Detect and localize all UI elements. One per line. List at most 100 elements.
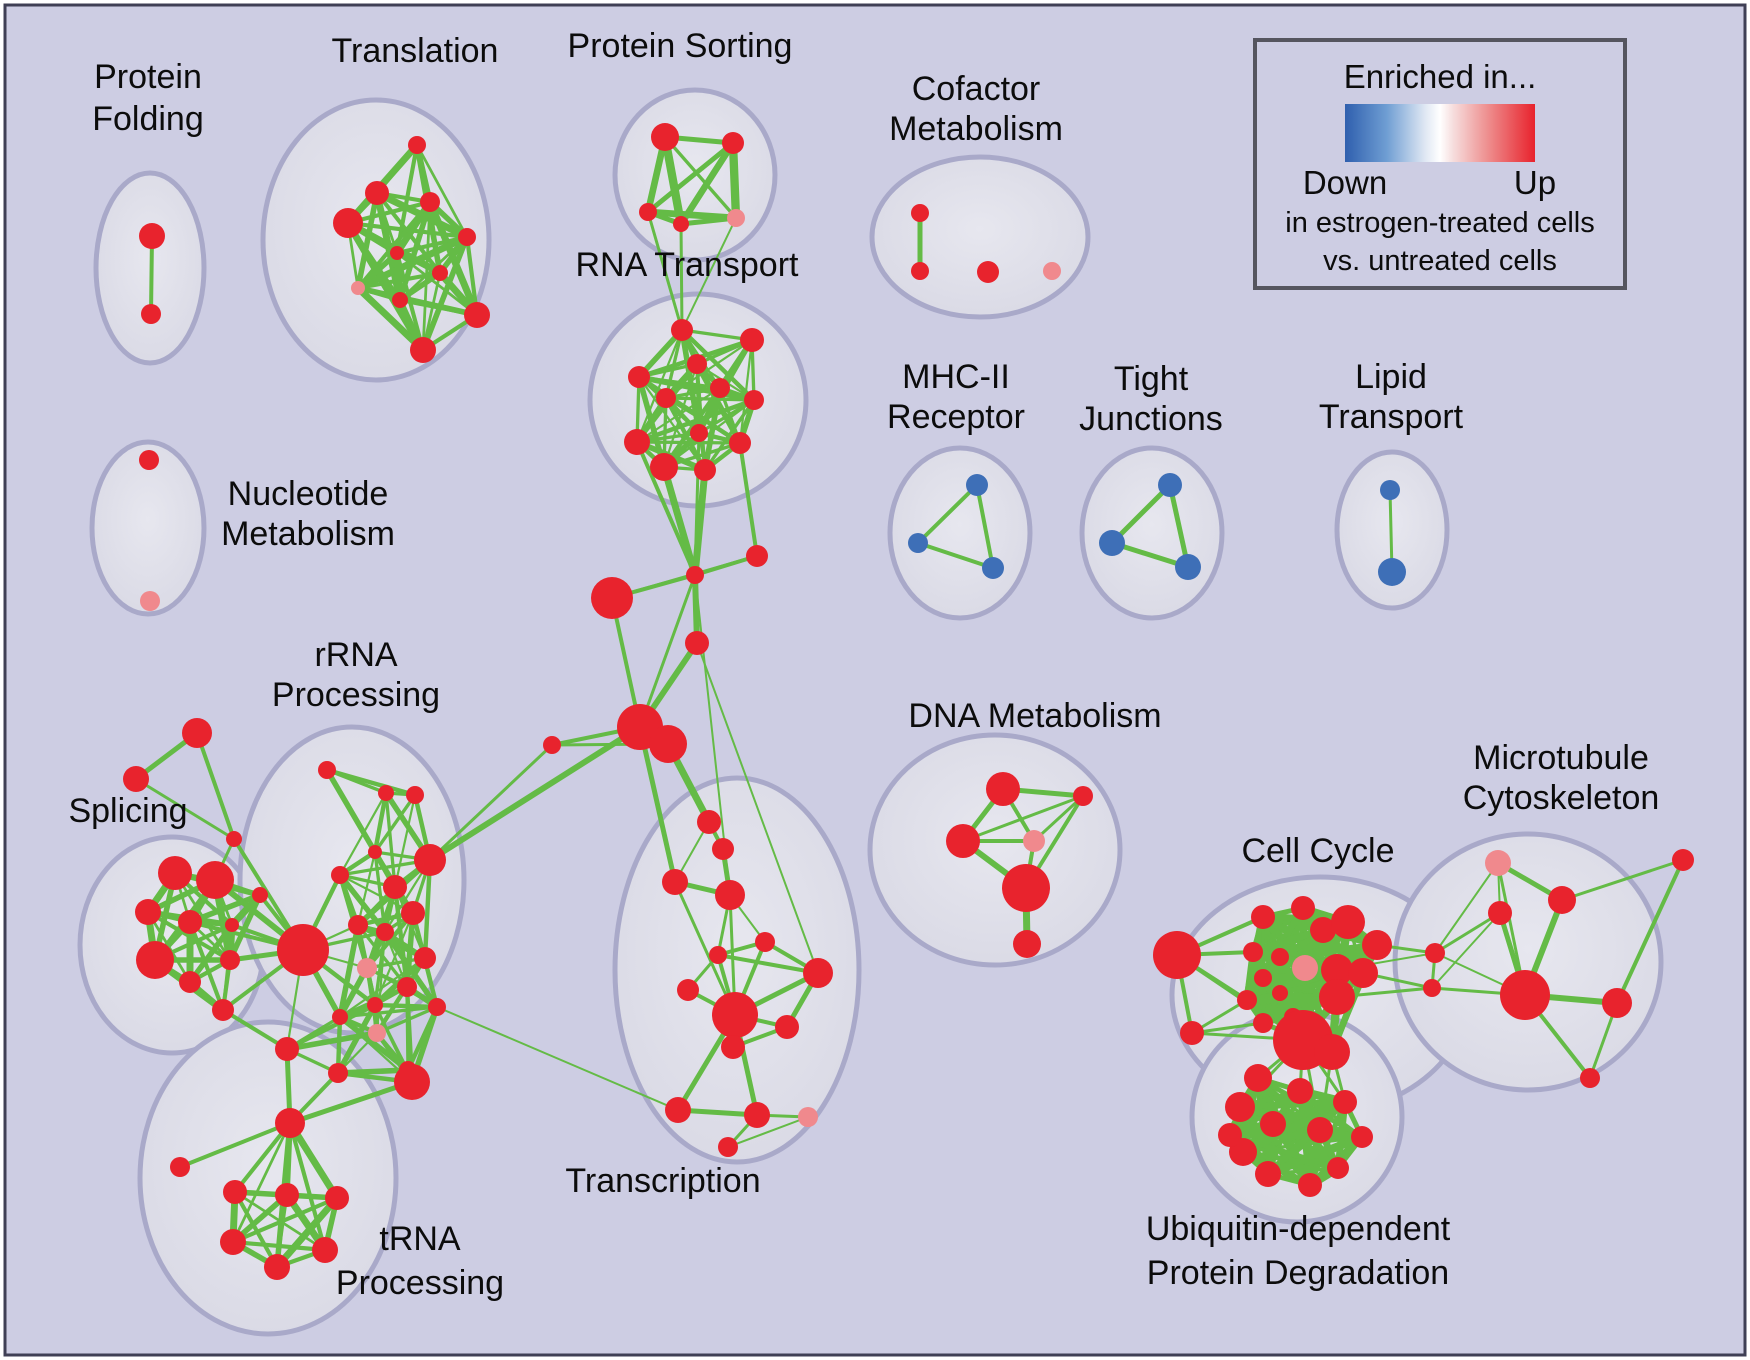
node-T9 (712, 992, 758, 1038)
node-U8 (1298, 1173, 1322, 1197)
node-PS1 (651, 123, 679, 151)
cluster-ellipse-microtubule-cytoskeleton (1392, 831, 1664, 1093)
node-R4 (368, 845, 382, 859)
node-D5 (1002, 864, 1050, 912)
node-P4 (135, 899, 161, 925)
edge-X2-X3 (134, 777, 236, 841)
node-Q2 (170, 1157, 190, 1177)
edge-Q1-Q6 (231, 1121, 292, 1244)
edge-PS2-PS4 (677, 139, 737, 228)
node-CC10 (1292, 955, 1318, 981)
edge-R11-R15 (338, 956, 427, 1019)
node-R1 (318, 761, 336, 779)
node-TL7 (432, 265, 448, 281)
edge-P5-P10 (187, 919, 226, 1013)
node-C4 (685, 631, 709, 655)
edge-RT7-RT12 (703, 398, 756, 472)
node-CC3 (1251, 905, 1275, 929)
edge-PS3-RT1 (646, 210, 684, 332)
edge-TL7-TL9 (397, 270, 443, 303)
node-U7 (1255, 1161, 1281, 1187)
cluster-label-rna-transport-line1: RNA Transport (576, 246, 800, 284)
cluster-label-nucleotide-metabolism-line1: Nucleotide (228, 475, 389, 513)
node-Q3 (223, 1180, 247, 1204)
edge-R7-R13 (392, 884, 410, 990)
edge-MH2-MH3 (916, 541, 995, 570)
node-TL10 (464, 302, 490, 328)
node-R19 (394, 1064, 430, 1100)
node-C1 (686, 566, 704, 584)
cluster-label-cell-cycle-line1: Cell Cycle (1241, 832, 1394, 870)
edge-RT11-C1 (660, 463, 699, 579)
node-PF2 (141, 304, 161, 324)
cluster-label-transcription-line1: Transcription (565, 1162, 760, 1200)
edge-TL7-TL11 (421, 271, 442, 352)
node-CM2 (911, 262, 929, 280)
node-MH1 (966, 474, 988, 496)
node-R6 (331, 866, 349, 884)
node-P10 (212, 999, 234, 1021)
node-CC15 (1253, 1013, 1273, 1033)
node-U2 (1287, 1078, 1313, 1104)
node-R12 (357, 958, 377, 978)
node-Q7 (312, 1237, 338, 1263)
node-CC20 (1314, 1034, 1350, 1070)
node-NM2 (140, 591, 160, 611)
node-TJ2 (1099, 530, 1125, 556)
edge-RT8-C1 (693, 431, 701, 577)
node-CC5 (1310, 917, 1336, 943)
node-RT8 (690, 424, 708, 442)
node-C6 (649, 725, 687, 763)
cluster-label-microtubule-cytoskeleton-line2: Cytoskeleton (1463, 779, 1660, 817)
cluster-label-mhc-ii-receptor-line2: Receptor (887, 398, 1025, 436)
edge-RT2-RT10 (738, 338, 754, 445)
edge-T3-T9 (673, 880, 737, 1017)
node-TL5 (458, 228, 476, 246)
node-U3 (1225, 1092, 1255, 1122)
node-R2 (378, 785, 394, 801)
node-D3 (946, 824, 980, 858)
node-Q1 (275, 1108, 305, 1138)
edge-Q6-Q7 (230, 1239, 328, 1253)
node-CC8 (1243, 942, 1263, 962)
edge-MT2-MT6 (1560, 858, 1685, 902)
node-U9 (1333, 1090, 1357, 1114)
node-Q8 (264, 1254, 290, 1280)
cluster-label-dna-metabolism-line1: DNA Metabolism (908, 697, 1161, 735)
node-PF1 (139, 223, 165, 249)
legend-gradient-bar (1345, 104, 1535, 162)
legend-ends: Down Up (1303, 162, 1556, 204)
node-MT1 (1485, 850, 1511, 876)
node-R16 (428, 998, 446, 1016)
edge-MH1-MH2 (916, 483, 979, 545)
node-X3 (226, 831, 242, 847)
network-layers: Protein Folding Translation Protein Sorting… (3, 3, 1747, 1357)
legend: Enriched in... Down Up in estrogen-treat… (1253, 38, 1627, 290)
node-CC13 (1272, 985, 1288, 1001)
node-TJ3 (1175, 554, 1201, 580)
node-U12 (1218, 1123, 1242, 1147)
node-RT1 (671, 319, 693, 341)
cluster-label-cofactor-metabolism-line1: Cofactor (912, 70, 1041, 108)
node-CC1 (1153, 931, 1201, 979)
node-R8 (348, 915, 368, 935)
node-D4 (1023, 830, 1045, 852)
edge-R2-R4 (372, 790, 389, 855)
node-CC9 (1271, 948, 1289, 966)
edge-PS1-PS5 (663, 135, 738, 220)
edge-RT4-RT7 (636, 374, 757, 403)
edge-PS2-PS5 (728, 138, 741, 223)
node-R7 (383, 875, 407, 899)
edge-PS4-RT1 (679, 222, 684, 332)
node-P3 (252, 887, 268, 903)
edge-RT9-RT10 (635, 440, 742, 445)
node-TJ1 (1158, 473, 1182, 497)
edge-D2-D4 (1032, 794, 1085, 843)
node-MT3 (1488, 901, 1512, 925)
edge-TL5-TL11 (420, 234, 470, 353)
node-P6 (225, 918, 239, 932)
cluster-label-lipid-transport-line2: Transport (1319, 398, 1464, 436)
node-Q4 (275, 1183, 299, 1207)
